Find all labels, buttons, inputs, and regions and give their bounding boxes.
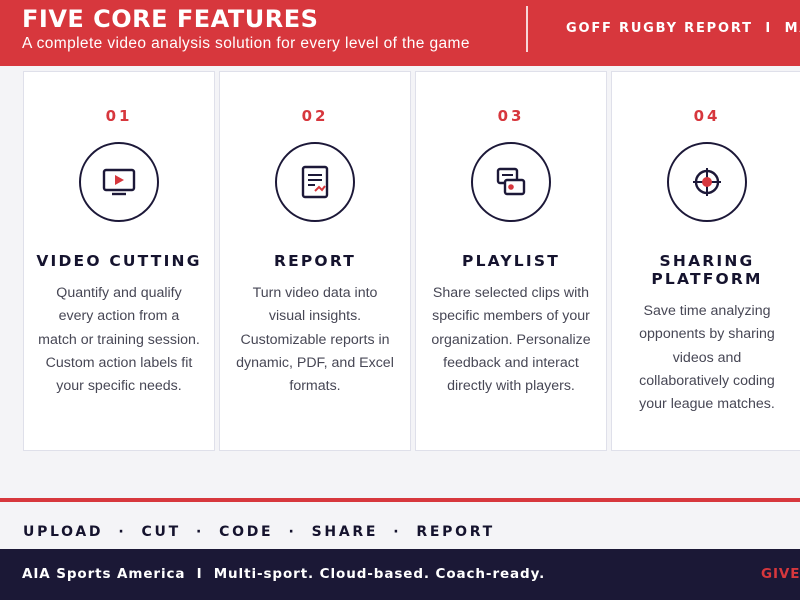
feature-description: Share selected clips with specific membe… <box>431 285 591 395</box>
feature-description: Quantify and qualify every action from a… <box>38 285 200 395</box>
feature-card-video-cutting: 01 VIDEO CUTTING Quantify and qualify ev… <box>23 71 215 451</box>
workflow-strip: UPLOAD · CUT · CODE · SHARE · REPORT <box>0 502 800 549</box>
feature-description: Save time analyzing opponents by sharing… <box>639 303 775 413</box>
feature-card-sharing-platform: 04 SHARING PLATFORM Save time analyzing … <box>611 71 800 451</box>
feature-number: 02 <box>301 107 329 125</box>
workflow-steps: UPLOAD · CUT · CODE · SHARE · REPORT <box>23 524 495 540</box>
feature-title: REPORT <box>273 252 357 270</box>
header-divider <box>526 6 528 52</box>
feature-number: 03 <box>497 107 525 125</box>
footer-bar: AIA Sports America I Multi-sport. Cloud-… <box>0 549 800 600</box>
feature-number: 04 <box>693 107 721 125</box>
feature-card-report: 02 REPORT Turn video data into visual in… <box>219 71 411 451</box>
brand-label: GOFF RUGBY REPORT I MA <box>566 21 800 36</box>
header-banner: FIVE CORE FEATURES A complete video anal… <box>0 0 800 66</box>
crosshair-target-icon <box>667 142 747 222</box>
report-document-icon <box>275 142 355 222</box>
feature-title: PLAYLIST <box>462 252 560 270</box>
footer-tagline: AIA Sports America I Multi-sport. Cloud-… <box>22 566 546 582</box>
video-screen-icon <box>79 142 159 222</box>
features-section: 01 VIDEO CUTTING Quantify and qualify ev… <box>0 66 800 502</box>
page-subtitle: A complete video analysis solution for e… <box>22 35 470 52</box>
feature-card-playlist: 03 PLAYLIST Share selected clips with sp… <box>415 71 607 451</box>
feature-title: SHARING PLATFORM <box>651 252 763 288</box>
playlist-cards-icon <box>471 142 551 222</box>
feature-title: VIDEO CUTTING <box>36 252 202 270</box>
footer-cta[interactable]: GIVE <box>761 566 800 582</box>
feature-description: Turn video data into visual insights. Cu… <box>236 285 394 395</box>
page-title: FIVE CORE FEATURES <box>22 5 319 33</box>
feature-number: 01 <box>105 107 133 125</box>
section-divider <box>0 498 800 502</box>
